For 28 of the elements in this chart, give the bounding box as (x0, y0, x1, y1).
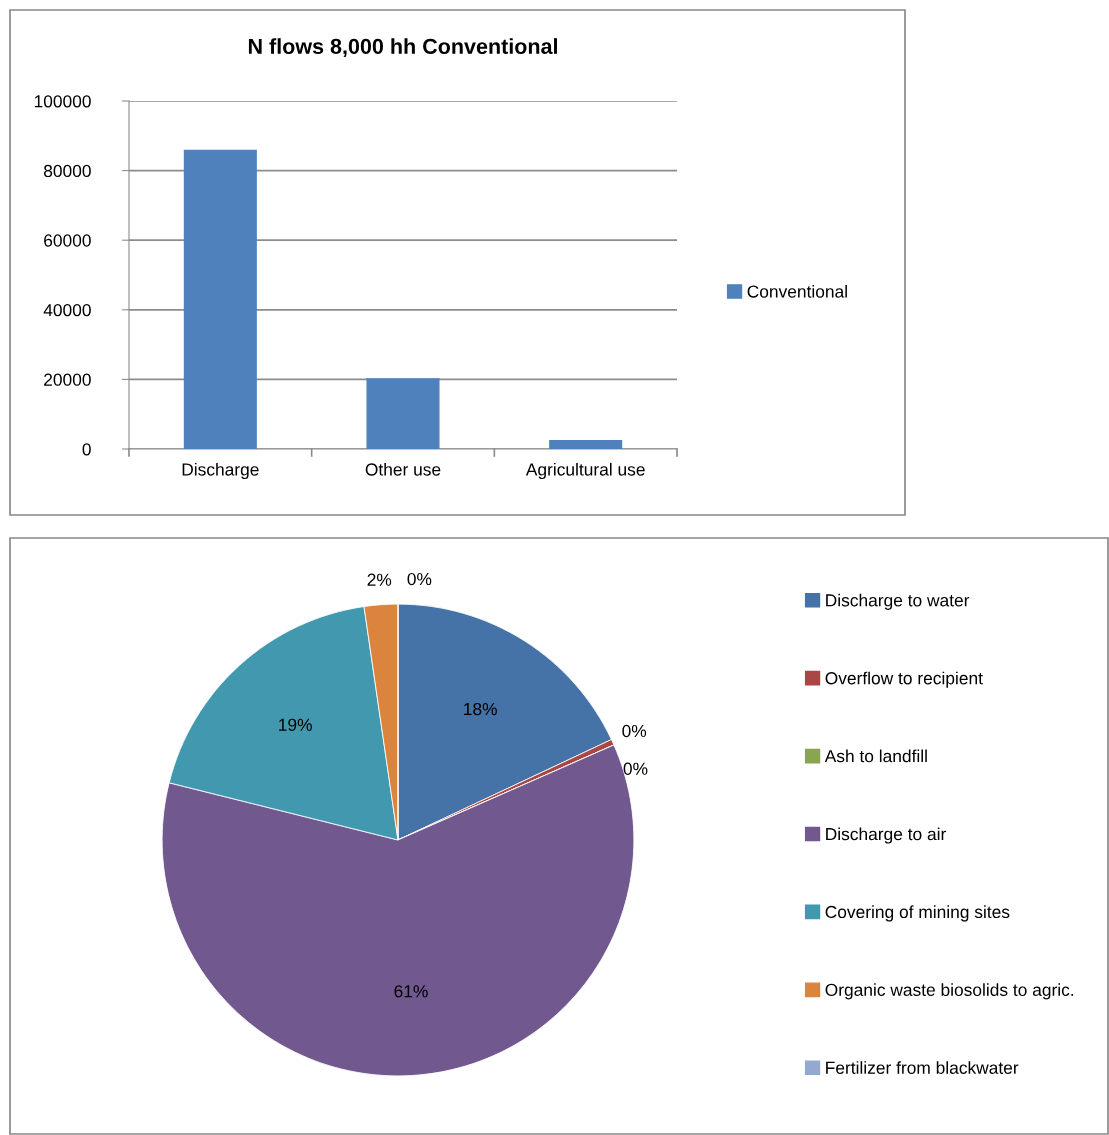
text: 0% (623, 762, 648, 775)
chart-title: N flows 8,000 hh Conventional (248, 38, 557, 58)
data-label: 61% (394, 985, 428, 998)
y-tick-label: 40000 (43, 303, 91, 317)
legend-label: Covering of mining sites (825, 905, 1010, 922)
text: 0% (407, 572, 432, 586)
x-tick-label: Agricultural use (525, 462, 645, 480)
bar (549, 439, 623, 449)
legend-label: Overflow to recipient (825, 671, 983, 688)
y-tick-label: 80000 (43, 164, 91, 178)
legend-label: Ash to landfill (824, 749, 927, 763)
y-tick-label: 0 (82, 443, 91, 456)
y-tick-label: 60000 (44, 234, 91, 247)
legend-label: Conventional (747, 284, 847, 298)
x-tick-label: Discharge (182, 462, 259, 480)
y-tick-label: 20000 (44, 373, 91, 386)
legend-label: Discharge to air (826, 827, 947, 844)
data-label: 18% (464, 702, 497, 716)
bar (183, 149, 257, 449)
data-label: 0% (622, 724, 647, 738)
legend-label: Organic waste biosolids to agric. (825, 983, 1074, 1000)
data-label: 19% (279, 718, 312, 731)
legend-label: Discharge to water (826, 593, 970, 610)
bar (366, 378, 440, 449)
y-tick-label: 100000 (34, 95, 91, 108)
legend-label: Fertilizer from blackwater (826, 1061, 1019, 1074)
data-label: 2% (367, 573, 392, 586)
x-tick-label: Other use (365, 462, 441, 476)
